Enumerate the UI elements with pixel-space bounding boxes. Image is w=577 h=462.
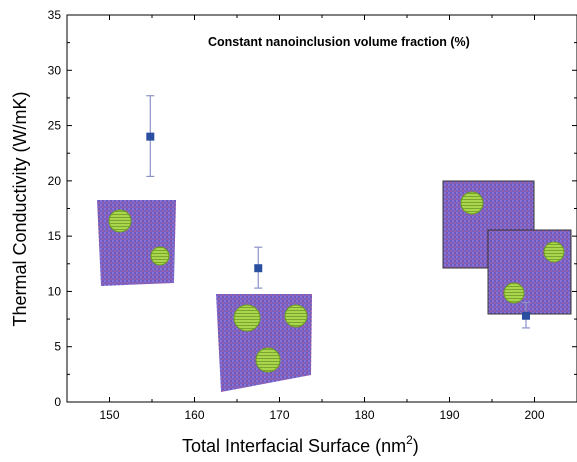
y-tick-label: 5 <box>54 340 61 354</box>
y-tick-label: 15 <box>48 229 62 243</box>
x-tick-label: 190 <box>439 408 459 422</box>
x-tick-label: 180 <box>354 408 374 422</box>
y-tick-label: 20 <box>48 174 62 188</box>
y-axis-label: Thermal Conductivity (W/mK) <box>10 91 30 326</box>
y-tick-label: 35 <box>48 8 62 22</box>
annotation-text: Constant nanoinclusion volume fraction (… <box>208 35 470 49</box>
data-point-square <box>146 132 155 141</box>
x-tick-label: 150 <box>99 408 119 422</box>
data-points <box>146 95 530 329</box>
x-axis-ticks: 150 160 170 180 190 200 <box>66 15 577 422</box>
data-point-square <box>522 311 530 320</box>
x-axis-label-main: Total Interfacial Surface (nm <box>182 436 406 456</box>
y-tick-label: 10 <box>48 284 62 298</box>
structure-image-three-inclusions <box>216 294 312 392</box>
x-tick-label: 160 <box>184 408 204 422</box>
x-axis-label-superscript: 2 <box>406 433 413 447</box>
y-tick-label: 30 <box>48 63 62 77</box>
y-axis-ticks: 0 5 10 15 20 25 30 35 <box>48 8 577 409</box>
x-tick-label: 200 <box>524 408 544 422</box>
data-point-square <box>254 264 263 273</box>
x-axis-label: Total Interfacial Surface (nm2) <box>182 433 419 456</box>
y-tick-label: 25 <box>48 119 62 133</box>
x-axis-label-close: ) <box>413 436 419 456</box>
structure-image-four-inclusions <box>442 180 572 315</box>
y-tick-label: 0 <box>54 395 61 409</box>
x-tick-label: 170 <box>269 408 289 422</box>
structure-image-two-inclusions <box>97 200 176 286</box>
